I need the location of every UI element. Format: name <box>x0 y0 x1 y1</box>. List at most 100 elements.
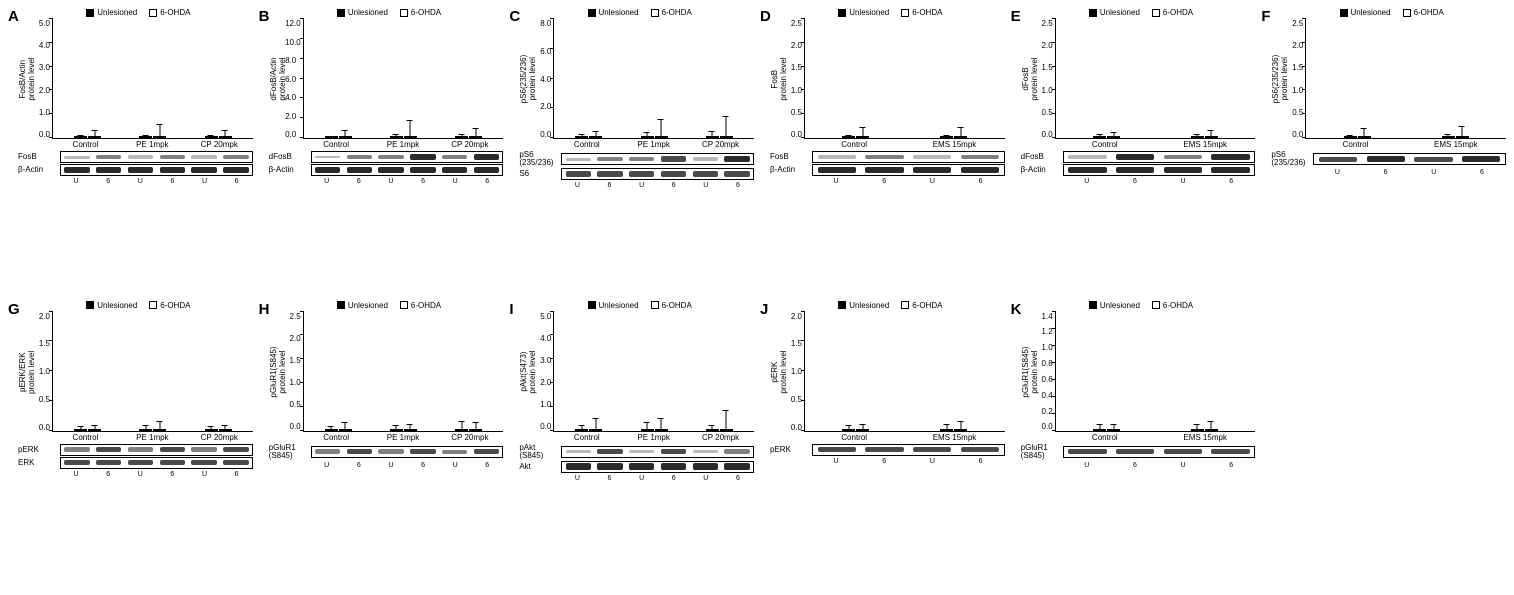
x-label: CP 20mpk <box>186 140 253 149</box>
western-blots: pAkt (S845)Akt <box>519 444 754 474</box>
bar-unlesioned <box>706 429 719 431</box>
lane-label: U <box>1063 178 1111 185</box>
legend: Unlesioned6-OHDA <box>24 301 253 310</box>
lane-label: 6 <box>1458 169 1506 176</box>
bar-unlesioned <box>940 429 953 431</box>
panel-letter: B <box>259 8 270 25</box>
bar-ohda <box>469 136 482 138</box>
lane-labels: U6U6U6 <box>311 462 504 469</box>
bar-group <box>687 136 752 138</box>
legend-unlesioned: Unlesioned <box>348 8 388 17</box>
error-bar <box>475 422 476 429</box>
bar-chart: dFosB protein level2.52.01.51.00.50.0 <box>1025 19 1256 139</box>
bar-ohda <box>219 429 232 431</box>
error-bar <box>726 410 727 429</box>
lane-label: 6 <box>860 178 908 185</box>
x-label: Control <box>303 433 370 442</box>
x-axis-labels: ControlEMS 15mpk <box>1055 433 1256 442</box>
western-blots: pS6 (235/236) <box>1271 151 1506 168</box>
lane-label: U <box>439 178 471 185</box>
x-label: PE 1mpk <box>370 433 437 442</box>
blot-image <box>60 164 253 176</box>
lane-label: 6 <box>221 471 253 478</box>
lane-label: U <box>1410 169 1458 176</box>
bar-ohda <box>720 136 733 138</box>
y-tick: 0.8 <box>1042 359 1053 368</box>
lane-labels: U6U6 <box>812 458 1005 465</box>
lane-label: 6 <box>221 178 253 185</box>
y-tick: 2.0 <box>791 312 802 321</box>
bar-ohda <box>88 429 101 431</box>
y-axis-label: dFosB/Actin protein level <box>269 57 287 100</box>
bar-group <box>622 136 687 138</box>
blot-row: Akt <box>519 461 754 473</box>
blot-image <box>1063 446 1256 458</box>
lane-label: U <box>60 178 92 185</box>
error-bar <box>595 131 596 137</box>
bar-group <box>807 136 905 138</box>
x-label: Control <box>804 433 904 442</box>
lane-label: U <box>188 471 220 478</box>
x-axis-labels: ControlPE 1mpkCP 20mpk <box>52 433 253 442</box>
bar-group <box>622 429 687 431</box>
legend-ohda: 6-OHDA <box>912 8 942 17</box>
lane-label: U <box>1313 169 1361 176</box>
blot-image <box>311 151 504 163</box>
y-axis-label: FosB/Actin protein level <box>18 57 36 100</box>
error-bar <box>80 135 81 137</box>
error-bar <box>1113 132 1114 137</box>
x-label: CP 20mpk <box>687 140 754 149</box>
western-blots: pERK <box>770 444 1005 457</box>
lane-label: U <box>439 462 471 469</box>
blot-image <box>561 153 754 165</box>
error-bar <box>211 426 212 430</box>
x-label: Control <box>1055 140 1155 149</box>
error-bar <box>345 422 346 429</box>
bar-chart: pGluR1(S845) protein level1.41.21.00.80.… <box>1025 312 1256 432</box>
lane-label: U <box>626 475 658 482</box>
blot-label: β-Actin <box>18 166 58 174</box>
blot-image <box>311 164 504 176</box>
x-label: Control <box>52 140 119 149</box>
lane-label: U <box>311 462 343 469</box>
y-tick: 6.0 <box>285 75 301 84</box>
panel-D: DUnlesioned6-OHDAFosB protein level2.52.… <box>760 8 1005 295</box>
blot-label: dFosB <box>1021 153 1061 161</box>
bar-ohda <box>88 136 101 138</box>
western-blots: dFosBβ-Actin <box>269 151 504 177</box>
legend: Unlesioned6-OHDA <box>525 8 754 17</box>
error-bar <box>661 418 662 430</box>
y-tick: 0.0 <box>285 130 301 139</box>
y-tick: 1.0 <box>791 367 802 376</box>
blot-row: pERK <box>770 444 1005 456</box>
bar-unlesioned <box>390 429 403 431</box>
x-label: CP 20mpk <box>687 433 754 442</box>
blot-image <box>60 151 253 163</box>
bar-ohda <box>1107 429 1120 431</box>
bar-ohda <box>1358 136 1371 138</box>
bar-chart: pAkt(S473) protein level5.04.03.02.01.00… <box>523 312 754 432</box>
error-bar <box>410 120 411 137</box>
y-tick: 1.2 <box>1042 327 1053 336</box>
legend: Unlesioned6-OHDA <box>776 8 1005 17</box>
bar-group <box>120 429 185 431</box>
lane-label: U <box>561 475 593 482</box>
legend-ohda: 6-OHDA <box>1414 8 1444 17</box>
x-label: EMS 15mpk <box>904 433 1004 442</box>
error-bar <box>80 426 81 430</box>
lane-label: 6 <box>722 182 754 189</box>
error-bar <box>1099 134 1100 137</box>
lane-labels: U6U6U6 <box>60 471 253 478</box>
x-axis-labels: ControlEMS 15mpk <box>804 433 1005 442</box>
bar-group <box>185 429 250 431</box>
bar-group <box>807 429 905 431</box>
bar-chart: pGluR1(S845) protein level2.52.01.51.00.… <box>273 312 504 432</box>
panel-J: JUnlesioned6-OHDApERK protein level2.01.… <box>760 301 1005 588</box>
panel-letter: G <box>8 301 20 318</box>
y-tick: 2.5 <box>791 19 802 28</box>
blot-image <box>311 446 504 458</box>
error-bar <box>712 131 713 137</box>
error-bar <box>1197 424 1198 430</box>
error-bar <box>1113 424 1114 430</box>
bar-ohda <box>856 429 869 431</box>
